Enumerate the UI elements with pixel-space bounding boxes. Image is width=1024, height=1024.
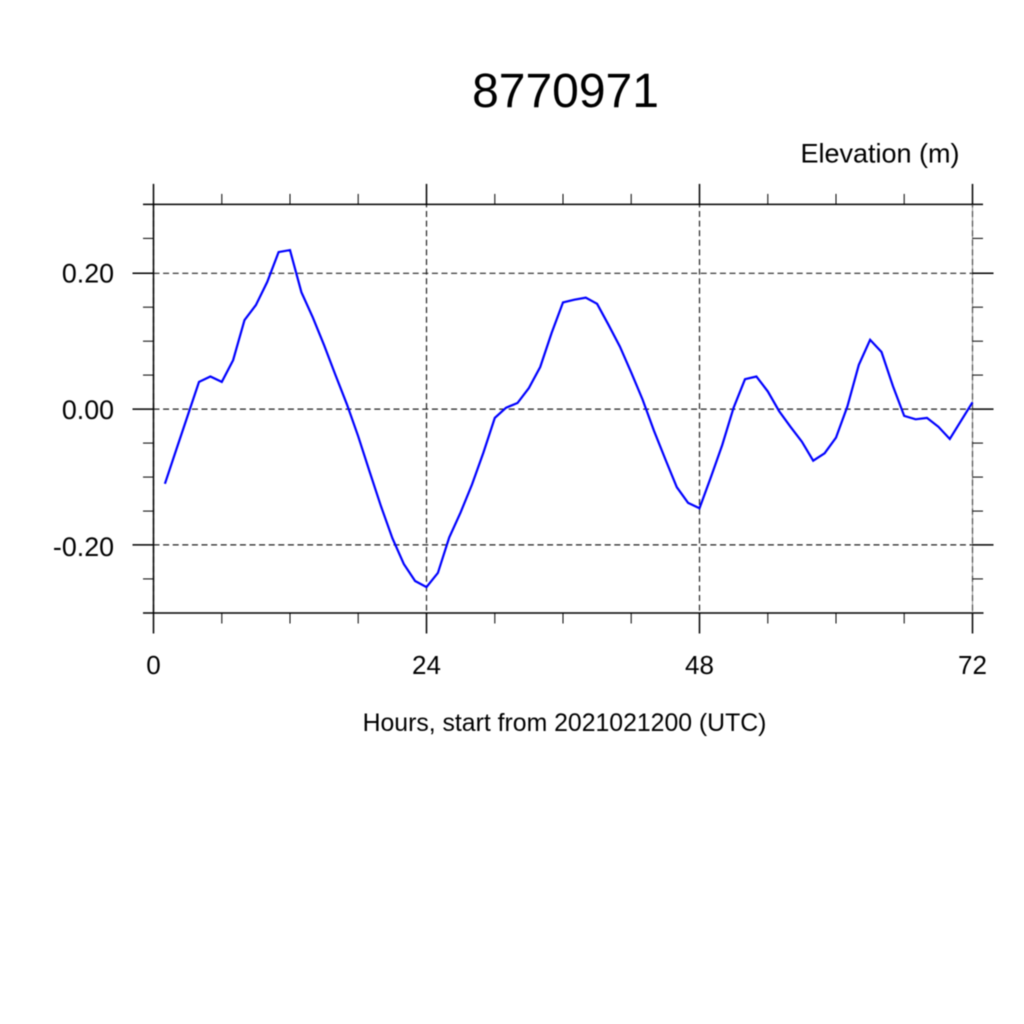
svg-text:0: 0 bbox=[146, 650, 160, 680]
svg-text:0.20: 0.20 bbox=[62, 259, 114, 289]
svg-text:48: 48 bbox=[685, 650, 714, 680]
svg-text:Elevation (m): Elevation (m) bbox=[800, 139, 959, 169]
svg-text:24: 24 bbox=[412, 650, 441, 680]
svg-text:72: 72 bbox=[958, 650, 987, 680]
svg-text:-0.20: -0.20 bbox=[53, 532, 114, 562]
svg-text:8770971: 8770971 bbox=[472, 65, 659, 118]
svg-text:Hours, start from 2021021200 (: Hours, start from 2021021200 (UTC) bbox=[363, 710, 767, 737]
svg-text:0.00: 0.00 bbox=[62, 395, 114, 425]
